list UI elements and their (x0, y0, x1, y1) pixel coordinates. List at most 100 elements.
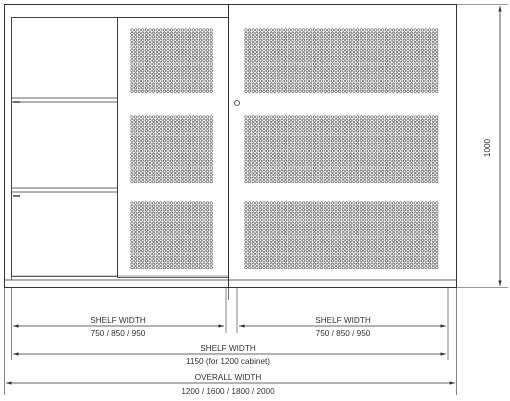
perforation-hole (334, 249, 338, 253)
perforation-hole (170, 89, 174, 93)
perforation-hole (141, 221, 145, 225)
perforation-hole (320, 89, 324, 93)
perforation-hole (294, 204, 298, 208)
perforation-hole (316, 228, 320, 232)
perforation-hole (410, 59, 414, 63)
perforation-hole (431, 52, 435, 56)
perforation-hole (330, 42, 334, 46)
perforation-hole (141, 72, 145, 76)
perforation-hole (251, 115, 255, 119)
perforation-hole (276, 139, 280, 143)
perforation-hole (255, 204, 259, 208)
perforation-hole (413, 38, 417, 42)
perforation-hole (399, 76, 403, 80)
perforation-hole (392, 31, 396, 35)
perforation-hole (352, 55, 356, 59)
perforation-hole (155, 79, 159, 83)
perforation-hole (266, 232, 270, 236)
perforation-hole (141, 159, 145, 163)
perforation-hole (406, 238, 410, 242)
perforation-hole (162, 38, 166, 42)
perforation-hole (320, 262, 324, 266)
perforation-hole (170, 228, 174, 232)
perforation-hole (356, 125, 360, 129)
perforation-hole (248, 249, 252, 253)
perforation-hole (305, 201, 309, 205)
perforation-hole (334, 42, 338, 46)
perforation-hole (305, 266, 309, 270)
perforation-hole (424, 235, 428, 239)
perforation-hole (384, 72, 388, 76)
perforation-hole (330, 79, 334, 83)
perforation-hole (392, 235, 396, 239)
perforation-hole (309, 163, 313, 167)
perforation-hole (244, 173, 248, 177)
perforation-hole (162, 65, 166, 69)
perforation-hole (388, 142, 392, 146)
perforation-hole (402, 249, 406, 253)
perforation-hole (159, 132, 163, 136)
perforation-hole (363, 89, 367, 93)
perforation-hole (395, 242, 399, 246)
perforation-hole (202, 173, 206, 177)
perforation-hole (402, 211, 406, 215)
perforation-hole (206, 55, 210, 59)
perforation-hole (255, 76, 259, 80)
perforation-hole (184, 62, 188, 66)
perforation-hole (312, 115, 316, 119)
perforation-hole (345, 139, 349, 143)
perforation-hole (141, 52, 145, 56)
perforation-hole (399, 139, 403, 143)
perforation-hole (284, 204, 288, 208)
perforation-hole (191, 266, 195, 270)
perforation-hole (251, 238, 255, 242)
perforation-hole (266, 262, 270, 266)
perforation-hole (262, 204, 266, 208)
perforation-hole (381, 208, 385, 212)
perforation-hole (287, 59, 291, 63)
perforation-hole (195, 48, 199, 52)
perforation-hole (287, 76, 291, 80)
perforation-hole (134, 232, 138, 236)
perforation-hole (420, 146, 424, 150)
perforation-hole (338, 249, 342, 253)
perforation-hole (435, 149, 439, 153)
perforation-hole (258, 118, 262, 122)
perforation-hole (195, 118, 199, 122)
perforation-hole (395, 62, 399, 66)
perforation-hole (345, 38, 349, 42)
perforation-hole (330, 129, 334, 133)
perforation-hole (195, 211, 199, 215)
perforation-hole (420, 238, 424, 242)
perforation-hole (152, 72, 156, 76)
perforation-hole (330, 146, 334, 150)
perforation-hole (269, 173, 273, 177)
perforation-hole (388, 35, 392, 39)
perforation-hole (262, 142, 266, 146)
perforation-hole (381, 204, 385, 208)
perforation-hole (188, 242, 192, 246)
perforation-hole (144, 221, 148, 225)
perforation-hole (388, 62, 392, 66)
perforation-hole (316, 42, 320, 46)
perforation-hole (155, 159, 159, 163)
perforation-hole (266, 125, 270, 129)
perforation-hole (162, 204, 166, 208)
perforation-hole (206, 204, 210, 208)
perforation-hole (334, 76, 338, 80)
perforation-hole (191, 159, 195, 163)
perforation-hole (348, 201, 352, 205)
perforation-hole (159, 242, 163, 246)
perforation-hole (130, 28, 134, 32)
perforation-hole (348, 169, 352, 173)
perforation-hole (316, 45, 320, 49)
perforation-hole (309, 48, 313, 52)
perforation-hole (248, 169, 252, 173)
perforation-hole (366, 218, 370, 222)
perforation-hole (402, 156, 406, 160)
perforation-hole (395, 180, 399, 184)
perforation-hole (195, 76, 199, 80)
perforation-hole (381, 242, 385, 246)
perforation-hole (305, 139, 309, 143)
perforation-hole (134, 149, 138, 153)
